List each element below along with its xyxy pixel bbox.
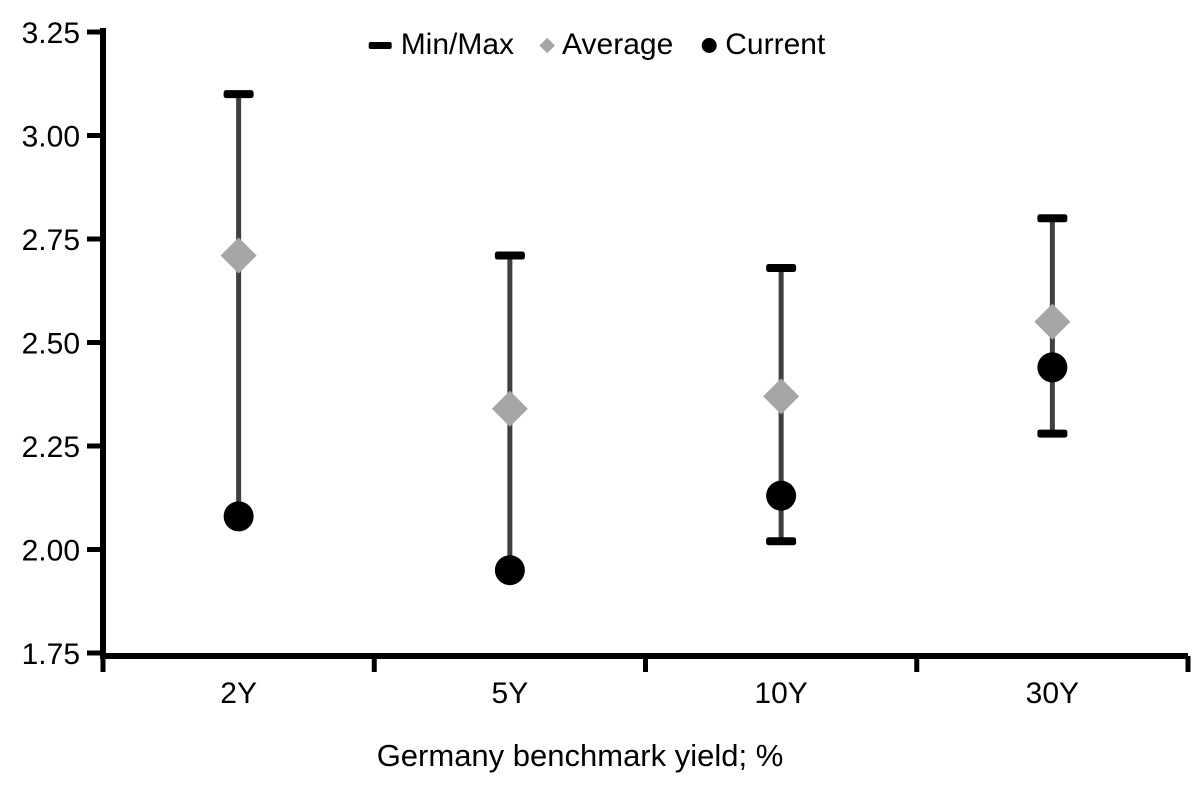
x-category-label: 5Y: [492, 677, 529, 710]
y-tick-label: 3.00: [22, 120, 80, 153]
average-diamond-marker: [491, 390, 528, 427]
legend-item-label: Min/Max: [400, 28, 515, 61]
y-tick-label: 1.75: [22, 638, 80, 671]
y-tick-label: 2.50: [22, 327, 80, 360]
current-circle-marker: [494, 555, 525, 586]
diamond-icon: [539, 37, 556, 53]
x-category-label: 10Y: [754, 677, 807, 710]
legend-item-label: Average: [562, 28, 674, 61]
average-diamond-marker: [220, 237, 257, 274]
legend: Min/Max Average Current: [368, 28, 825, 61]
legend-item-average: Average: [539, 28, 674, 61]
average-diamond-marker: [1034, 303, 1071, 340]
legend-item-current: Current: [701, 30, 825, 60]
max-cap-marker: [766, 263, 797, 272]
average-diamond-marker: [763, 378, 800, 415]
max-cap-marker: [223, 90, 254, 99]
current-circle-marker: [1037, 352, 1068, 383]
x-category-label: 2Y: [220, 677, 257, 710]
circle-icon: [701, 37, 717, 53]
x-axis-title: Germany benchmark yield; %: [377, 738, 784, 773]
y-tick-label: 3.25: [22, 17, 80, 50]
current-circle-marker: [766, 480, 797, 511]
y-tick-label: 2.75: [22, 224, 80, 257]
y-tick-label: 2.00: [22, 534, 80, 567]
legend-item-label: Current: [725, 28, 826, 61]
min-cap-marker: [1037, 429, 1068, 438]
legend-item-minmax: Min/Max: [368, 28, 515, 61]
axis-labels: 3.25 3.00 2.75 2.50 2.25 2.00 1.75 2Y 5Y 10Y 30Y: [22, 17, 1079, 710]
x-category-label: 30Y: [1026, 677, 1079, 710]
axis-ticks: [87, 29, 1191, 672]
max-cap-marker: [1037, 214, 1068, 223]
max-cap-marker: [494, 251, 525, 260]
current-circle-marker: [223, 501, 254, 532]
y-tick-label: 2.25: [22, 431, 80, 464]
data-series: [220, 90, 1071, 586]
min-cap-marker: [766, 537, 797, 546]
dash-icon: [368, 41, 392, 49]
